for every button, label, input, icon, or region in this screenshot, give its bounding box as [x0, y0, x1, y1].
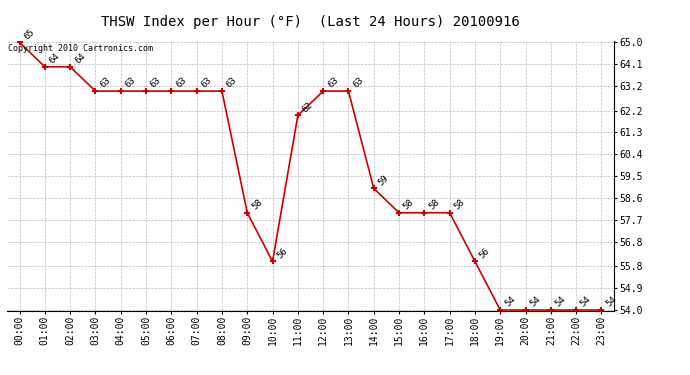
- Text: 58: 58: [427, 197, 441, 211]
- Text: 62: 62: [301, 100, 315, 114]
- Text: 64: 64: [73, 51, 87, 65]
- Text: 54: 54: [579, 295, 593, 309]
- Text: THSW Index per Hour (°F)  (Last 24 Hours) 20100916: THSW Index per Hour (°F) (Last 24 Hours)…: [101, 15, 520, 29]
- Text: 63: 63: [351, 76, 365, 90]
- Text: 63: 63: [174, 76, 188, 90]
- Text: 59: 59: [377, 173, 391, 187]
- Text: 63: 63: [199, 76, 213, 90]
- Text: 58: 58: [402, 197, 416, 211]
- Text: 54: 54: [553, 295, 568, 309]
- Text: 58: 58: [250, 197, 264, 211]
- Text: Copyright 2010 Cartronics.com: Copyright 2010 Cartronics.com: [8, 44, 152, 53]
- Text: 63: 63: [124, 76, 137, 90]
- Text: 54: 54: [604, 295, 618, 309]
- Text: 56: 56: [275, 246, 289, 260]
- Text: 63: 63: [149, 76, 163, 90]
- Text: 65: 65: [22, 27, 37, 41]
- Text: 63: 63: [98, 76, 112, 90]
- Text: 58: 58: [453, 197, 466, 211]
- Text: 63: 63: [326, 76, 340, 90]
- Text: 63: 63: [225, 76, 239, 90]
- Text: 54: 54: [503, 295, 517, 309]
- Text: 64: 64: [48, 51, 61, 65]
- Text: 56: 56: [477, 246, 492, 260]
- Text: 54: 54: [529, 295, 542, 309]
